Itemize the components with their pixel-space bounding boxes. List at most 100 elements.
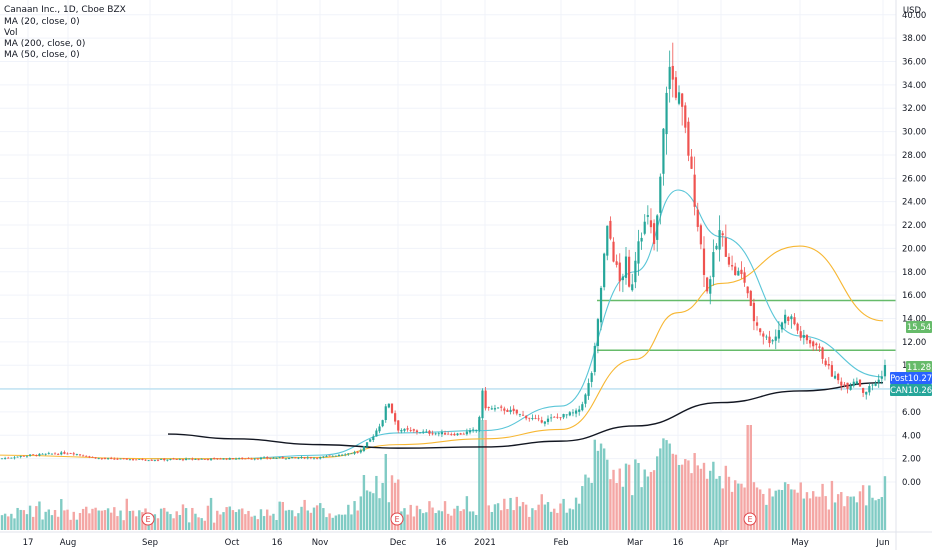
candle-body[interactable] bbox=[462, 433, 465, 435]
candle-body[interactable] bbox=[718, 230, 721, 250]
candle-body[interactable] bbox=[749, 290, 752, 306]
candle-body[interactable] bbox=[378, 426, 381, 432]
candle-body[interactable] bbox=[344, 454, 347, 456]
candle-body[interactable] bbox=[247, 458, 250, 460]
candle-body[interactable] bbox=[706, 277, 709, 292]
legend-ma50[interactable]: MA (50, close, 0) bbox=[4, 50, 80, 60]
candle-body[interactable] bbox=[325, 456, 328, 457]
candle-body[interactable] bbox=[213, 458, 216, 459]
candle-body[interactable] bbox=[833, 375, 837, 379]
candle-body[interactable] bbox=[543, 421, 546, 424]
candle-body[interactable] bbox=[574, 410, 578, 414]
candle-body[interactable] bbox=[32, 454, 35, 456]
candle-body[interactable] bbox=[188, 458, 191, 460]
candle-body[interactable] bbox=[153, 460, 156, 461]
candle-body[interactable] bbox=[228, 458, 231, 460]
candle-body[interactable] bbox=[518, 413, 522, 415]
candle-body[interactable] bbox=[113, 458, 116, 460]
candle-body[interactable] bbox=[531, 418, 534, 420]
candle-body[interactable] bbox=[434, 433, 437, 435]
candle-body[interactable] bbox=[450, 434, 453, 435]
candle-body[interactable] bbox=[830, 365, 834, 377]
candle-body[interactable] bbox=[440, 432, 444, 435]
candle-body[interactable] bbox=[35, 455, 38, 456]
candle-body[interactable] bbox=[709, 279, 712, 294]
candle-body[interactable] bbox=[475, 429, 478, 431]
candle-body[interactable] bbox=[671, 65, 674, 80]
candle-body[interactable] bbox=[400, 430, 403, 432]
candle-body[interactable] bbox=[272, 457, 275, 459]
candle-body[interactable] bbox=[578, 409, 581, 412]
candle-body[interactable] bbox=[340, 454, 344, 456]
candle-body[interactable] bbox=[759, 328, 762, 333]
candle-body[interactable] bbox=[821, 347, 824, 359]
candle-body[interactable] bbox=[453, 433, 456, 436]
candle-body[interactable] bbox=[431, 433, 434, 435]
candle-body[interactable] bbox=[765, 336, 768, 338]
candle-body[interactable] bbox=[16, 456, 19, 458]
candle-body[interactable] bbox=[259, 457, 263, 460]
candle-body[interactable] bbox=[456, 433, 459, 436]
candle-body[interactable] bbox=[25, 455, 29, 457]
candle-body[interactable] bbox=[540, 420, 543, 423]
candle-body[interactable] bbox=[478, 416, 481, 431]
candle-body[interactable] bbox=[584, 394, 587, 404]
candle-body[interactable] bbox=[849, 385, 852, 390]
candle-body[interactable] bbox=[191, 458, 194, 460]
candle-body[interactable] bbox=[197, 459, 200, 461]
candle-body[interactable] bbox=[702, 248, 706, 275]
candle-body[interactable] bbox=[490, 408, 493, 410]
candle-body[interactable] bbox=[278, 457, 281, 459]
candle-body[interactable] bbox=[141, 459, 144, 460]
candle-body[interactable] bbox=[799, 331, 802, 338]
candle-body[interactable] bbox=[169, 459, 172, 460]
candle-body[interactable] bbox=[256, 458, 259, 460]
candle-body[interactable] bbox=[662, 128, 665, 174]
candle-body[interactable] bbox=[334, 455, 337, 457]
candle-body[interactable] bbox=[331, 455, 334, 457]
candle-body[interactable] bbox=[19, 455, 22, 457]
candle-body[interactable] bbox=[415, 430, 419, 432]
candle-body[interactable] bbox=[94, 457, 97, 459]
candle-body[interactable] bbox=[184, 458, 188, 460]
candle-body[interactable] bbox=[47, 453, 50, 455]
candle-body[interactable] bbox=[805, 335, 809, 341]
candle-body[interactable] bbox=[659, 176, 662, 213]
candle-body[interactable] bbox=[203, 458, 206, 460]
candle-body[interactable] bbox=[674, 77, 678, 98]
candle-body[interactable] bbox=[487, 406, 490, 408]
candle-body[interactable] bbox=[631, 284, 634, 291]
candle-body[interactable] bbox=[815, 343, 818, 346]
legend-ma200[interactable]: MA (200, close, 0) bbox=[4, 39, 85, 49]
candle-body[interactable] bbox=[41, 453, 44, 455]
candle-body[interactable] bbox=[306, 457, 309, 459]
candle-body[interactable] bbox=[69, 453, 72, 454]
candle-body[interactable] bbox=[412, 429, 415, 431]
candle-body[interactable] bbox=[297, 457, 300, 459]
candle-body[interactable] bbox=[291, 457, 294, 459]
candle-body[interactable] bbox=[459, 433, 462, 435]
candle-body[interactable] bbox=[200, 458, 203, 460]
candle-body[interactable] bbox=[63, 452, 66, 454]
candle-body[interactable] bbox=[303, 457, 306, 459]
candle-body[interactable] bbox=[135, 459, 138, 461]
candle-body[interactable] bbox=[780, 322, 784, 330]
candle-body[interactable] bbox=[528, 417, 531, 419]
candle-body[interactable] bbox=[144, 459, 147, 461]
candle-body[interactable] bbox=[668, 66, 671, 90]
candle-body[interactable] bbox=[178, 459, 181, 460]
candle-body[interactable] bbox=[82, 455, 85, 457]
candle-body[interactable] bbox=[858, 379, 862, 387]
candle-body[interactable] bbox=[503, 408, 506, 411]
candle-body[interactable] bbox=[730, 265, 734, 267]
candle-body[interactable] bbox=[241, 457, 244, 459]
candle-body[interactable] bbox=[687, 121, 690, 156]
candle-body[interactable] bbox=[643, 221, 646, 234]
candle-body[interactable] bbox=[693, 174, 696, 207]
candle-body[interactable] bbox=[163, 458, 166, 461]
candle-body[interactable] bbox=[868, 386, 871, 393]
candle-body[interactable] bbox=[855, 381, 858, 384]
candle-body[interactable] bbox=[0, 458, 4, 460]
candle-body[interactable] bbox=[699, 225, 702, 245]
